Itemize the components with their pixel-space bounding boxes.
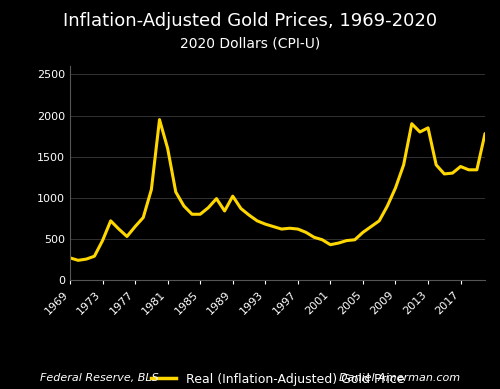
Text: Daniel Amerman.com: Daniel Amerman.com bbox=[339, 373, 460, 383]
Text: 2020 Dollars (CPI-U): 2020 Dollars (CPI-U) bbox=[180, 37, 320, 51]
Text: Federal Reserve, BLS: Federal Reserve, BLS bbox=[40, 373, 159, 383]
Legend: Real (Inflation-Adjusted) Gold Price: Real (Inflation-Adjusted) Gold Price bbox=[146, 368, 410, 389]
Text: Inflation-Adjusted Gold Prices, 1969-2020: Inflation-Adjusted Gold Prices, 1969-202… bbox=[63, 12, 437, 30]
